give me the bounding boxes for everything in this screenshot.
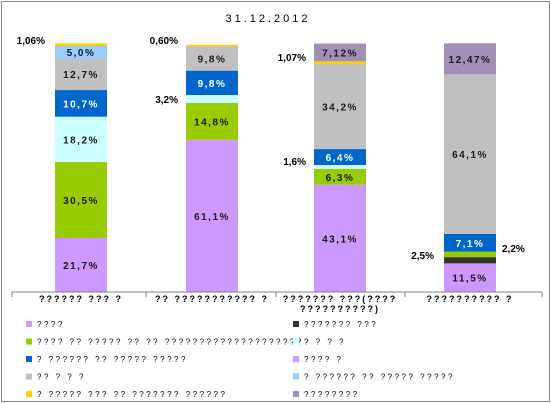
legend-label: ???? ?? ????? ?? ?? ???????????????????? <box>37 338 304 347</box>
data-label: 9,8% <box>198 79 227 90</box>
legend-label: ???? ? <box>304 355 343 364</box>
bar-segment <box>314 149 366 166</box>
bar-segment <box>186 139 238 292</box>
bar-segment <box>314 165 366 169</box>
category-labels: ?????? ??? ? ?? ??????????? ? ??????? ???(… <box>39 294 514 314</box>
legend-swatch <box>26 373 32 380</box>
bar-segment <box>314 61 366 64</box>
bar-segment <box>55 58 107 91</box>
bar-segment <box>55 90 107 117</box>
bars-group: 21,7% 30,5% 18,2% 10,7% 12,7% 5,0% 61,1% 14,8% 9… <box>55 43 496 292</box>
legend: ???? ???? ?? ????? ?? ?? ????????????????… <box>26 320 455 399</box>
category-label: ?? ??????????? ? <box>155 294 269 304</box>
legend-label: ???????? <box>304 390 360 399</box>
bar-segment <box>55 116 107 163</box>
data-label: 21,7% <box>63 261 99 272</box>
data-label: 61,1% <box>194 212 230 223</box>
data-label-outside: 2,2% <box>502 244 525 255</box>
outside-labels-group: 1,06% 3,2% 0,60% 1,6% 1,07% 2,5% 2,2% <box>17 36 525 262</box>
data-label-outside: 1,6% <box>283 157 306 168</box>
bar-segment <box>186 103 238 140</box>
legend-swatch <box>293 391 299 397</box>
data-label: 64,1% <box>452 150 488 161</box>
bar-segment <box>55 162 107 238</box>
data-label-outside: 1,06% <box>17 36 45 47</box>
legend-label: ???? <box>37 320 65 329</box>
data-label: 9,8% <box>198 54 227 65</box>
bar-segment <box>55 43 107 46</box>
data-label: 43,1% <box>322 234 358 245</box>
data-label: 6,3% <box>326 173 355 184</box>
data-label: 7,12% <box>322 48 358 59</box>
bar-segment <box>186 95 238 104</box>
category-label: ?????????? ? <box>427 294 514 304</box>
bar-segment <box>444 233 496 252</box>
category-dividers <box>11 292 543 297</box>
chart-title: 31.12.2012 <box>225 13 310 25</box>
legend-label: ? ?????? ?? ????? ????? <box>304 373 455 382</box>
legend-swatch <box>26 356 32 362</box>
data-label: 10,7% <box>63 99 99 110</box>
bar-segment <box>444 74 496 234</box>
legend-swatch <box>293 356 299 362</box>
bar-segment <box>444 251 496 258</box>
bar-segment <box>314 168 366 185</box>
bar-segment <box>55 45 107 59</box>
legend-swatch <box>293 321 299 327</box>
legend-label: ? ? ? ? <box>304 338 346 347</box>
legend-label: ??????? ??? <box>304 320 378 329</box>
bar-segment <box>444 257 496 264</box>
data-label-outside: 0,60% <box>150 36 178 47</box>
bar-segment <box>186 46 238 71</box>
data-label: 11,5% <box>452 274 487 285</box>
category-label: ??????? ???(???? <box>283 294 397 304</box>
bar-segment <box>55 237 107 292</box>
data-label: 5,0% <box>67 48 96 59</box>
legend-swatch <box>26 338 32 345</box>
legend-swatch <box>26 321 32 327</box>
data-label: 12,47% <box>449 55 492 66</box>
legend-label: ? ?????? ?? ????? ????? <box>37 355 188 364</box>
data-label-outside: 1,07% <box>278 53 306 64</box>
legend-swatch <box>293 338 299 345</box>
category-label: ?????? ??? ? <box>39 294 123 304</box>
data-label-outside: 3,2% <box>155 95 178 106</box>
data-label: 14,8% <box>194 117 230 128</box>
bar-segment <box>186 70 238 96</box>
bar-segment <box>314 43 366 62</box>
category-label: ??????????) <box>300 304 380 314</box>
data-label: 34,2% <box>322 102 358 113</box>
bar-segment <box>186 44 238 47</box>
bar-segment <box>444 43 496 75</box>
data-label: 6,4% <box>326 153 355 164</box>
legend-swatch <box>293 373 299 380</box>
bar-segment <box>314 63 366 150</box>
legend-label: ?? ? ? ? <box>37 373 86 382</box>
legend-label: ? ????? ??? ?? ??????? ?????? <box>37 390 227 399</box>
bar-segment <box>444 263 496 292</box>
data-label: 7,1% <box>456 239 485 250</box>
data-label: 18,2% <box>63 135 99 146</box>
data-label-outside: 2,5% <box>411 251 434 262</box>
data-label: 30,5% <box>63 196 99 207</box>
data-label: 12,7% <box>63 70 99 81</box>
legend-swatch <box>26 391 32 397</box>
bar-segment <box>314 184 366 292</box>
